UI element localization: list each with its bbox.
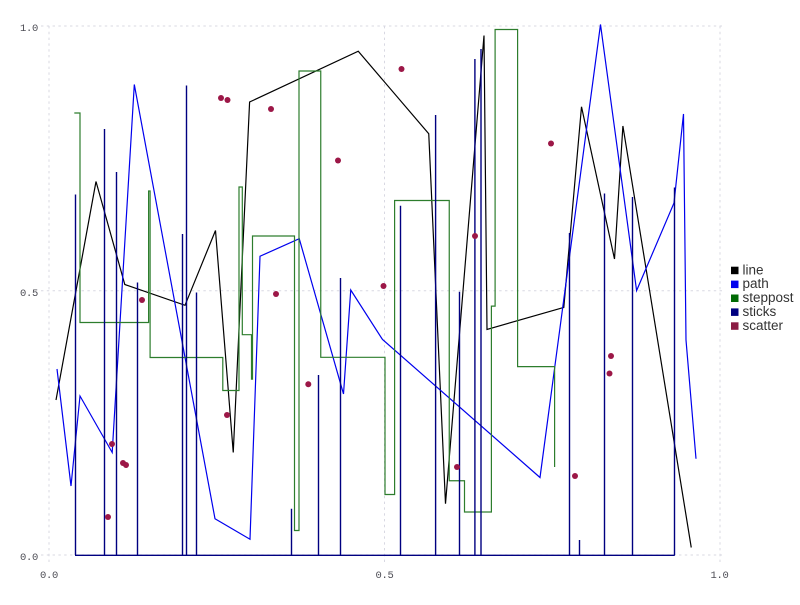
svg-text:0.0: 0.0 [40,570,58,582]
svg-text:0.5: 0.5 [20,288,38,300]
svg-text:0.0: 0.0 [20,552,38,564]
svg-text:path: path [743,276,769,291]
svg-text:steppost: steppost [743,290,794,305]
svg-text:1.0: 1.0 [20,23,38,35]
svg-text:sticks: sticks [743,304,777,319]
svg-text:scatter: scatter [743,318,784,333]
svg-text:1.0: 1.0 [710,570,728,582]
svg-text:line: line [743,262,764,277]
svg-text:0.5: 0.5 [375,570,393,582]
